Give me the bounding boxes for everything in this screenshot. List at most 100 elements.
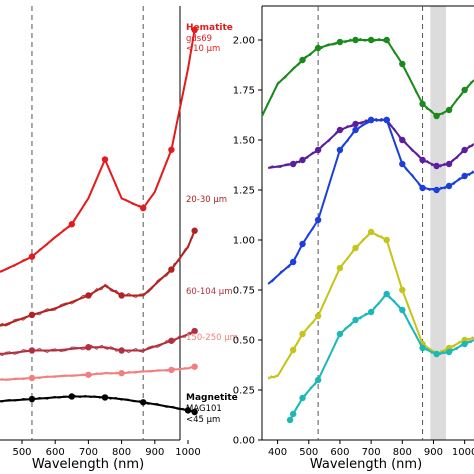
left-panel: 500 600 700 800 900 1000 Wavelength (nm) Hemati… [0, 6, 238, 472]
right-xtick-label-900: 900 [424, 447, 443, 458]
right-series-2-point-12 [461, 172, 468, 180]
left-series-0-point-6 [101, 156, 109, 163]
right-series-2-point-6 [367, 116, 375, 124]
right-series-4-point-3 [314, 376, 322, 384]
right-series-0-point-7 [383, 36, 390, 44]
right-series-0-point-10 [433, 112, 440, 120]
left-series-2-line [0, 330, 196, 355]
right-shaded-band [430, 6, 446, 440]
right-series-3-point-3 [299, 330, 306, 338]
right-series-4-point-9 [419, 344, 426, 352]
left-label-0: Hematite [186, 23, 233, 33]
left-series-0-point-12 [191, 26, 198, 34]
left-series-3-line [0, 365, 195, 381]
right-xaxis-label: Wavelength (nm) [310, 457, 422, 472]
left-series-4-line [0, 395, 195, 413]
right-ytick-label-0.75: 0.75 [233, 286, 255, 297]
right-series-0-point-11 [445, 106, 453, 114]
right-series-1-point-4 [336, 126, 344, 134]
right-series-4-point-2 [299, 394, 306, 402]
right-ytick-label-1.50: 1.50 [233, 136, 255, 147]
right-series-2-point-4 [336, 146, 344, 154]
right-series-4-point-11 [445, 348, 453, 356]
left-label-1: gds69 [186, 34, 212, 44]
right-series-0-point-8 [399, 60, 406, 68]
right-series-3-point-2 [289, 346, 297, 354]
left-series-2-point-10 [191, 327, 198, 335]
right-series-2-point-11 [445, 182, 453, 190]
left-series-1-point-6 [118, 292, 125, 299]
right-ytick-label-1.75: 1.75 [233, 86, 255, 97]
right-xtick-label-400: 400 [268, 447, 287, 458]
left-series-3-point-6 [118, 369, 125, 377]
left-series-2-point-8 [168, 337, 175, 344]
left-label-4: 60-104 μm [186, 287, 233, 297]
right-series-0-point-4 [336, 38, 344, 46]
right-series-0-point-2 [299, 56, 306, 64]
right-xtick-label-500: 500 [299, 447, 318, 458]
right-series-1-point-3 [314, 146, 322, 154]
right-ytick-label-1.00: 1.00 [233, 236, 255, 247]
left-xaxis-label: Wavelength (nm) [32, 457, 144, 472]
right-series-4-point-8 [399, 306, 406, 314]
right-series-1-point-9 [419, 156, 426, 164]
left-xtick-label-700: 700 [79, 447, 98, 458]
right-series-0-point-9 [419, 100, 426, 108]
right-xtick-label-700: 700 [362, 447, 381, 458]
left-label-8: <45 μm [186, 415, 220, 425]
right-series-2-point-5 [352, 126, 359, 134]
right-series-1-point-8 [399, 136, 406, 144]
left-xtick-label-600: 600 [46, 447, 65, 458]
left-series-3-point-2 [28, 374, 36, 382]
left-series-1-point-8 [168, 266, 175, 273]
left-series-0-line [0, 29, 196, 273]
left-series-0-point-8 [139, 204, 147, 212]
right-series-3-point-9 [399, 286, 406, 294]
right-series-1-point-2 [299, 156, 306, 164]
right-series-4-point-12 [461, 340, 468, 348]
right-xtick-label-600: 600 [330, 447, 349, 458]
right-ytick-label-2.00: 2.00 [233, 36, 255, 47]
right-series-3-point-6 [352, 244, 359, 252]
left-series-4-point-11 [191, 408, 198, 416]
right-ytick-label-1.25: 1.25 [233, 186, 255, 197]
left-label-6: Magnetite [186, 393, 238, 403]
right-series-2-point-8 [399, 160, 406, 168]
right-series-2-point-7 [383, 116, 390, 124]
left-series-0-point-4 [68, 221, 76, 228]
right-ytick-label-0.50: 0.50 [233, 336, 255, 347]
right-series-2-point-10 [433, 186, 440, 194]
left-series-1-point-4 [85, 292, 92, 299]
right-xtick-label-1000: 1000 [452, 447, 474, 458]
right-series-1-point-12 [461, 146, 468, 154]
right-series-0-point-3 [314, 44, 322, 52]
left-series-1-point-2 [28, 311, 36, 319]
right-series-3-point-8 [383, 236, 390, 244]
right-series-2-point-3 [314, 216, 322, 224]
left-label-5: 150-250 μm [186, 333, 238, 343]
left-series-4-point-6 [101, 394, 109, 401]
left-series-4-point-4 [68, 393, 76, 400]
left-xtick-label-900: 900 [145, 447, 164, 458]
left-series-4-point-2 [28, 395, 36, 403]
right-series-4-point-7 [383, 290, 390, 298]
right-series-3-point-5 [336, 264, 344, 272]
left-series-3-point-8 [168, 366, 175, 374]
left-series-4-point-10 [184, 407, 192, 414]
left-series-0-point-2 [28, 253, 36, 260]
right-series-2-point-1 [289, 258, 297, 266]
right-series-4-point-4 [336, 330, 344, 338]
right-series-4-point-5 [352, 316, 359, 324]
right-series-1-point-5 [352, 120, 359, 128]
right-series-0-point-12 [461, 86, 468, 94]
right-series-4-point-0 [286, 416, 294, 424]
right-series-0-point-6 [367, 36, 375, 44]
right-series-4-point-1 [289, 410, 297, 418]
left-series-1-point-10 [191, 227, 198, 234]
left-xtick-label-800: 800 [112, 447, 131, 458]
right-series-3-point-4 [314, 312, 322, 320]
left-series-2-point-6 [118, 347, 125, 354]
right-series-3-point-7 [367, 228, 375, 236]
left-series-4-point-8 [139, 399, 147, 406]
right-ytick-label-0.25: 0.25 [233, 386, 255, 397]
